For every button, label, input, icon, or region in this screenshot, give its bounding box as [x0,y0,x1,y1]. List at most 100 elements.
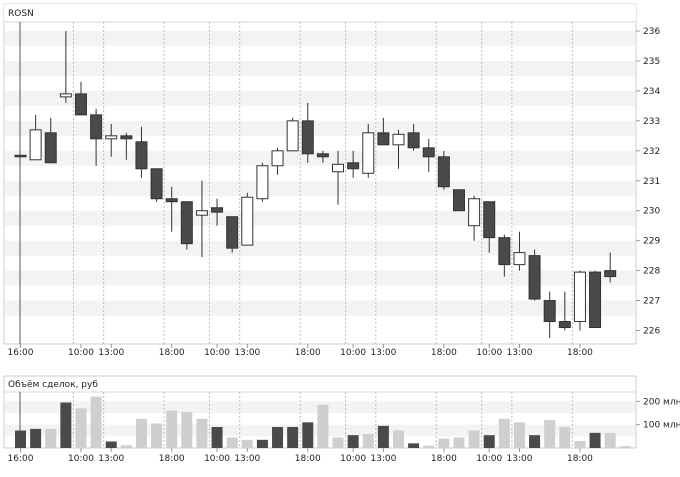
candle-body-up [256,165,269,200]
candle-body-down [14,154,27,158]
candle [301,102,314,163]
volume-bar [105,441,117,448]
volume-bar [362,434,374,448]
candle [120,132,133,160]
candle-body-down [316,153,329,158]
candle [74,81,87,116]
candle-body-up [105,135,118,140]
candle-body-down [211,207,224,213]
candle [437,150,450,190]
price-ytick-label: 232 [643,147,660,157]
volume-bar [468,430,480,448]
price-grid-band [5,180,635,196]
volume-bar [196,418,208,448]
price-grid-band [5,60,635,76]
candle [452,189,465,212]
candle-body-up [59,93,72,98]
volume-xtick-label: 18:00 [159,454,185,464]
candle-body-up [271,150,284,167]
candle [498,234,511,277]
volume-xtick-label: 13:00 [506,454,532,464]
volume-bar [559,427,571,448]
candle-body-up [241,196,254,246]
candle-body-down [44,132,57,164]
candle-body-up [468,198,481,227]
volume-bar [90,396,102,448]
volume-bar [60,402,72,448]
volume-bar [272,427,284,448]
volume-bar [544,420,556,448]
candle-body-up [195,210,208,216]
candle [59,30,72,103]
price-ytick-label: 235 [643,57,660,67]
price-xtick-label: 13:00 [98,348,124,358]
volume-bar [151,423,163,448]
candle-body-up [513,252,526,266]
candle [211,198,224,226]
volume-xtick-label: 13:00 [370,454,396,464]
candle-body-down [377,132,390,146]
candle-body-down [422,147,435,158]
volume-xtick-label: 16:00 [8,454,34,464]
price-ytick-label: 229 [643,237,660,247]
price-grid-band [5,210,635,226]
candle [362,123,375,178]
volume-bar [574,441,586,448]
candle [271,147,284,175]
volume-bar [30,428,42,448]
price-panel-frame [3,3,637,345]
candle-body-down [347,162,360,170]
candle-body-down [165,198,178,203]
volume-bar [226,437,238,448]
price-panel-header [4,4,636,22]
volume-xtick-label: 13:00 [234,454,260,464]
volume-ytick-label: 100 млн [643,421,680,431]
volume-bar [483,435,495,448]
volume-xtick-label: 10:00 [68,454,94,464]
price-xtick-label: 10:00 [340,348,366,358]
volume-xtick-label: 18:00 [567,454,593,464]
candle-body-down [543,300,556,323]
price-xtick-label: 10:00 [204,348,230,358]
candle-body-up [573,271,586,323]
price-xtick-label: 13:00 [370,348,396,358]
candle-body-down [452,189,465,212]
candle-body-down [150,168,163,200]
candle [543,291,556,339]
volume-bar [45,428,57,448]
volume-bar [287,427,299,448]
candle [316,150,329,163]
candle-body-down [558,321,571,329]
candle [105,123,118,157]
candle [29,114,42,161]
price-ytick-label: 228 [643,267,660,277]
volume-bar [75,408,87,448]
price-grid-band [5,150,635,166]
volume-xtick-label: 13:00 [98,454,124,464]
candle-body-down [498,237,511,266]
candle [226,216,239,253]
candle-body-up [332,163,345,173]
candle [589,270,602,329]
volume-xtick-label: 18:00 [295,454,321,464]
candle [392,129,405,169]
candle [513,231,526,271]
volume-bar [181,411,193,448]
candle [14,154,27,158]
price-xtick-label: 10:00 [476,348,502,358]
candle-body-down [120,135,133,140]
volume-xtick-label: 10:00 [340,454,366,464]
candle-body-down [528,255,541,300]
candle [44,117,57,164]
candle [407,123,420,151]
volume-bar [393,430,404,448]
candle-body-up [29,129,42,161]
price-ytick-label: 226 [643,327,660,337]
volume-bar [347,435,359,448]
price-xtick-label: 18:00 [159,348,185,358]
volume-bar [423,445,435,448]
candle [241,192,254,246]
volume-xtick-label: 10:00 [204,454,230,464]
volume-bar [377,425,389,448]
